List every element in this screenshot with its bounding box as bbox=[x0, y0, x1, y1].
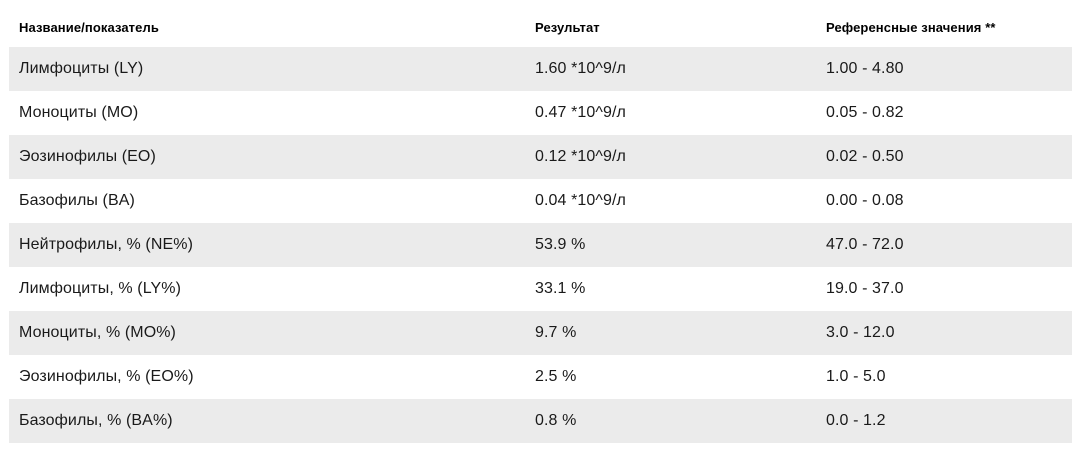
cell-indicator-name: Нейтрофилы, % (NE%) bbox=[19, 236, 194, 253]
cell-result: 2.5 % bbox=[535, 368, 577, 385]
table-row: Базофилы, % (BA%) 0.8 % 0.0 - 1.2 bbox=[9, 399, 1072, 443]
table-row: Моноциты, % (MO%) 9.7 % 3.0 - 12.0 bbox=[9, 311, 1072, 355]
cell-indicator-name: Моноциты, % (MO%) bbox=[19, 324, 176, 341]
cell-reference: 1.0 - 5.0 bbox=[826, 368, 886, 385]
cell-result: 53.9 % bbox=[535, 236, 586, 253]
cell-reference: 0.00 - 0.08 bbox=[826, 192, 904, 209]
cell-result: 9.7 % bbox=[535, 324, 577, 341]
cell-indicator-name: Эозинофилы, % (EO%) bbox=[19, 368, 194, 385]
column-header-result: Результат bbox=[535, 20, 600, 35]
column-header-name: Название/показатель bbox=[19, 20, 159, 35]
cell-result: 0.12 *10^9/л bbox=[535, 148, 626, 165]
cell-reference: 47.0 - 72.0 bbox=[826, 236, 904, 253]
lab-results-table: Название/показатель Результат Референсны… bbox=[0, 0, 1072, 443]
table-row: Эозинофилы (EO) 0.12 *10^9/л 0.02 - 0.50 bbox=[9, 135, 1072, 179]
cell-indicator-name: Лимфоциты (LY) bbox=[19, 60, 144, 77]
table-body: Лимфоциты (LY) 1.60 *10^9/л 1.00 - 4.80 … bbox=[0, 47, 1072, 443]
cell-result: 0.8 % bbox=[535, 412, 577, 429]
cell-reference: 3.0 - 12.0 bbox=[826, 324, 895, 341]
cell-result: 1.60 *10^9/л bbox=[535, 60, 626, 77]
cell-reference: 1.00 - 4.80 bbox=[826, 60, 904, 77]
table-row: Лимфоциты (LY) 1.60 *10^9/л 1.00 - 4.80 bbox=[9, 47, 1072, 91]
cell-reference: 0.02 - 0.50 bbox=[826, 148, 904, 165]
cell-indicator-name: Базофилы (BA) bbox=[19, 192, 135, 209]
cell-indicator-name: Моноциты (MO) bbox=[19, 104, 139, 121]
cell-indicator-name: Эозинофилы (EO) bbox=[19, 148, 156, 165]
cell-result: 0.47 *10^9/л bbox=[535, 104, 626, 121]
table-row: Нейтрофилы, % (NE%) 53.9 % 47.0 - 72.0 bbox=[9, 223, 1072, 267]
cell-reference: 0.0 - 1.2 bbox=[826, 412, 886, 429]
table-row: Эозинофилы, % (EO%) 2.5 % 1.0 - 5.0 bbox=[9, 355, 1072, 399]
table-row: Базофилы (BA) 0.04 *10^9/л 0.00 - 0.08 bbox=[9, 179, 1072, 223]
column-header-reference: Референсные значения ** bbox=[826, 20, 996, 35]
cell-result: 33.1 % bbox=[535, 280, 586, 297]
cell-result: 0.04 *10^9/л bbox=[535, 192, 626, 209]
table-row: Лимфоциты, % (LY%) 33.1 % 19.0 - 37.0 bbox=[9, 267, 1072, 311]
table-row: Моноциты (MO) 0.47 *10^9/л 0.05 - 0.82 bbox=[9, 91, 1072, 135]
cell-indicator-name: Базофилы, % (BA%) bbox=[19, 412, 173, 429]
cell-reference: 0.05 - 0.82 bbox=[826, 104, 904, 121]
cell-reference: 19.0 - 37.0 bbox=[826, 280, 904, 297]
table-header-row: Название/показатель Результат Референсны… bbox=[9, 0, 1072, 47]
cell-indicator-name: Лимфоциты, % (LY%) bbox=[19, 280, 182, 297]
